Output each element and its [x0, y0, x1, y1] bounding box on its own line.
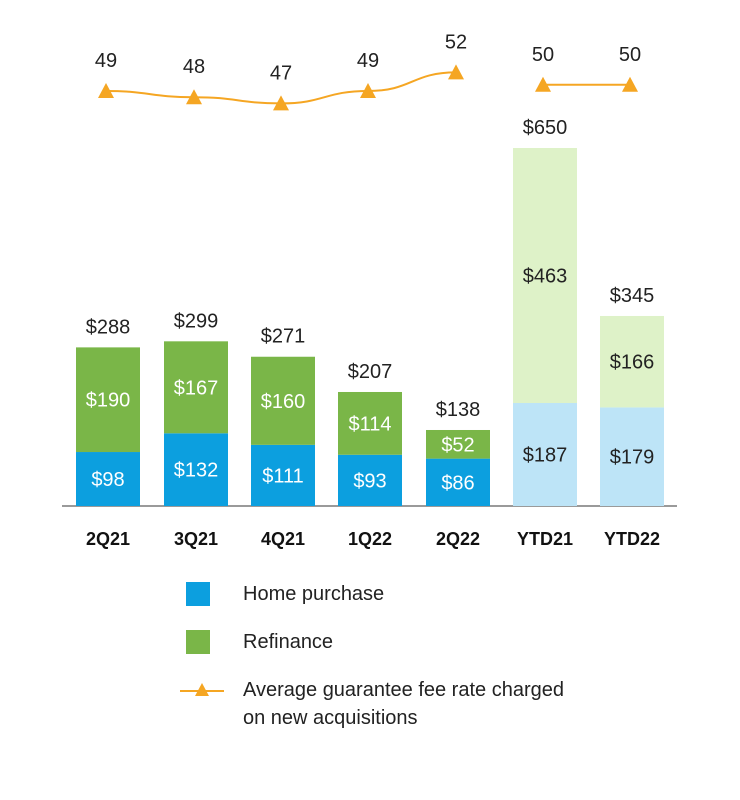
total-label-1q22: $207 [348, 361, 393, 383]
bar-refinance-ytd22 [600, 315, 664, 408]
bar-refinance-3q21 [164, 341, 228, 434]
fee-rate-label-2q21: 49 [95, 50, 117, 72]
home-purchase-swatch [186, 582, 210, 606]
x-tick-4q21: 4Q21 [261, 529, 305, 549]
fee-rate-marker-ytd21 [535, 76, 551, 92]
x-tick-ytd22: YTD22 [604, 529, 660, 549]
x-tick-1q22: 1Q22 [348, 529, 392, 549]
stacked-bar-chart: $98 $190 $288 2Q21 $132 $167 $299 3Q21 $111 $160 $… [62, 31, 677, 549]
data-label-home-purchase-2q21: $98 [91, 469, 124, 491]
legend-item-home-purchase: Home purchase [180, 578, 620, 626]
total-label-2q21: $288 [86, 316, 131, 338]
bar-home-purchase-1q22 [338, 454, 402, 506]
legend-label-fee-rate-line2: on new acquisitions [243, 707, 418, 729]
fee-rate-marker-4q21 [273, 95, 289, 111]
data-label-home-purchase-3q21: $132 [174, 460, 219, 482]
total-label-ytd21: $650 [523, 117, 568, 139]
bar-home-purchase-2q22 [426, 458, 490, 506]
bar-refinance-1q22 [338, 391, 402, 455]
fee-rate-marker-1q22 [360, 83, 376, 98]
bar-refinance-ytd21 [513, 148, 577, 404]
data-label-refinance-4q21: $160 [261, 391, 306, 413]
legend-label-fee-rate-line1: Average guarantee fee rate charged [243, 679, 564, 701]
x-tick-2q22: 2Q22 [436, 529, 480, 549]
data-label-home-purchase-ytd22: $179 [610, 447, 655, 469]
data-label-refinance-3q21: $167 [174, 377, 219, 399]
legend-label-fee-rate: Average guarantee fee rate charged on ne… [243, 676, 564, 732]
fee-rate-marker-ytd22 [622, 76, 638, 92]
fee-rate-marker-2q22 [448, 64, 464, 80]
legend-item-refinance: Refinance [180, 626, 620, 674]
total-label-2q22: $138 [436, 399, 481, 421]
data-label-home-purchase-ytd21: $187 [523, 445, 568, 467]
bar-home-purchase-ytd21 [513, 403, 577, 506]
data-label-refinance-2q22: $52 [441, 434, 474, 456]
fee-rate-label-ytd21: 50 [532, 44, 554, 66]
fee-rate-marker-2q21 [98, 83, 114, 98]
legend: Home purchase Refinance Average guarante… [180, 578, 620, 734]
legend-label-refinance: Refinance [243, 631, 334, 653]
data-label-refinance-1q22: $114 [348, 413, 391, 435]
fee-rate-label-1q22: 49 [357, 50, 379, 72]
x-tick-ytd21: YTD21 [517, 529, 573, 549]
bar-home-purchase-ytd22 [600, 407, 664, 506]
fee-rate-label-3q21: 48 [183, 56, 205, 78]
fee-rate-label-4q21: 47 [270, 62, 292, 84]
data-label-home-purchase-1q22: $93 [353, 470, 386, 492]
data-label-refinance-ytd22: $166 [610, 352, 655, 374]
total-label-ytd22: $345 [610, 285, 655, 307]
data-label-refinance-2q21: $190 [86, 390, 131, 412]
bar-home-purchase-3q21 [164, 433, 228, 506]
total-label-3q21: $299 [174, 310, 219, 332]
refinance-swatch [186, 630, 210, 654]
data-label-home-purchase-2q22: $86 [441, 472, 474, 494]
bar-home-purchase-4q21 [251, 444, 315, 506]
data-label-refinance-ytd21: $463 [523, 266, 568, 288]
bar-refinance-4q21 [251, 356, 315, 445]
bar-refinance-2q21 [76, 347, 140, 453]
bar-home-purchase-2q21 [76, 452, 140, 506]
bar-refinance-2q22 [426, 429, 490, 459]
legend-item-fee-rate: Average guarantee fee rate charged on ne… [180, 674, 620, 734]
fee-rate-label-ytd22: 50 [619, 44, 641, 66]
x-tick-3q21: 3Q21 [174, 529, 218, 549]
total-label-4q21: $271 [261, 326, 306, 348]
fee-rate-line-icon [180, 683, 224, 696]
x-tick-2q21: 2Q21 [86, 529, 130, 549]
legend-label-home-purchase: Home purchase [243, 583, 385, 605]
fee-rate-marker-3q21 [186, 89, 202, 105]
fee-rate-label-2q22: 52 [445, 31, 467, 53]
data-label-home-purchase-4q21: $111 [262, 465, 304, 487]
